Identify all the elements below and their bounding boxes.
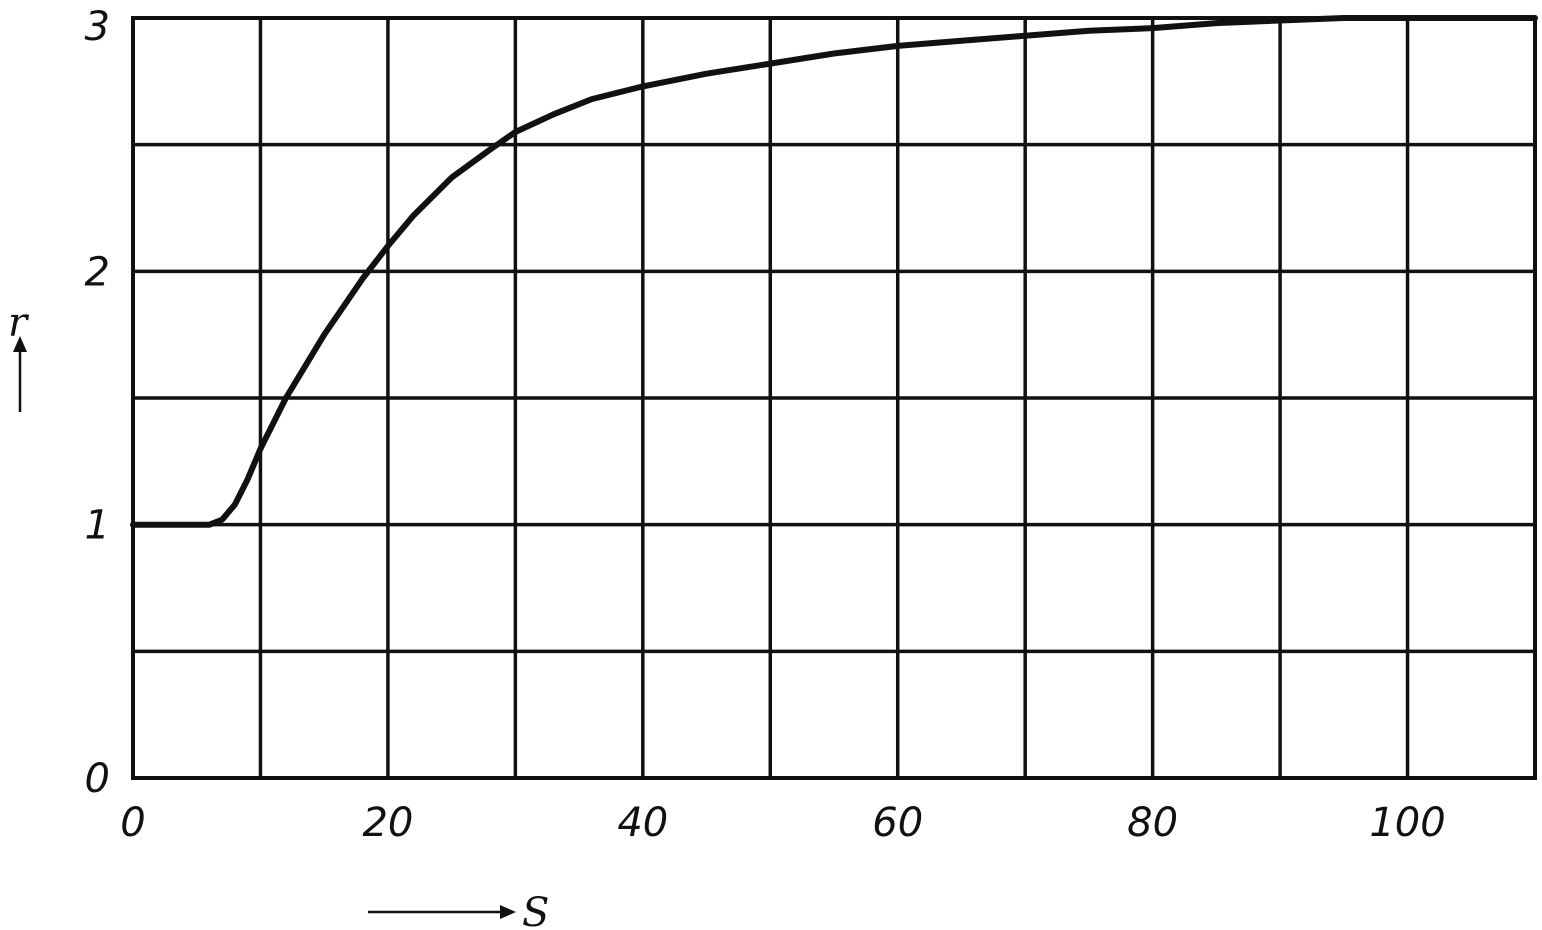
x-axis-arrowhead: [500, 905, 516, 919]
y-axis-arrowhead: [13, 336, 27, 352]
y-tick-label: 1: [85, 503, 110, 549]
y-tick-labels: 0 1 2 3: [85, 4, 110, 802]
x-tick-label: 60: [872, 800, 923, 846]
y-tick-label: 3: [85, 4, 110, 50]
y-axis-label-group: r: [8, 300, 30, 412]
x-tick-label: 80: [1127, 800, 1178, 846]
y-axis-label: r: [8, 300, 30, 346]
plot-frame: [131, 16, 1537, 780]
x-axis-label: S: [522, 890, 549, 930]
x-axis-label-group: S: [368, 890, 549, 930]
x-tick-label: 0: [120, 800, 145, 846]
series-line: [130, 15, 1538, 528]
x-tick-label: 20: [362, 800, 413, 846]
y-tick-label: 2: [85, 249, 110, 295]
x-tick-label: 40: [617, 800, 668, 846]
grid: [133, 18, 1535, 778]
y-tick-label: 0: [85, 756, 110, 802]
x-tick-labels: 0 20 40 60 80 100: [120, 800, 1445, 846]
x-tick-label: 100: [1369, 800, 1445, 846]
